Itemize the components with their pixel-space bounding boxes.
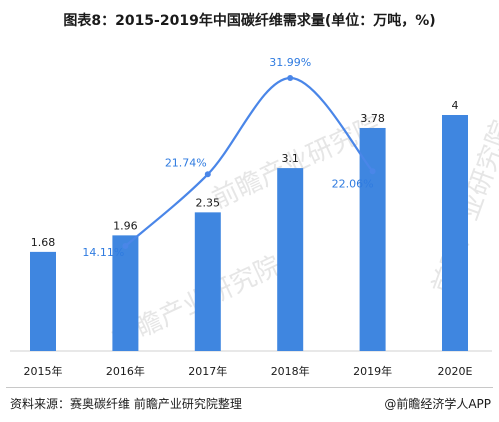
x-tick-label: 2020E bbox=[438, 365, 473, 378]
growth-point bbox=[204, 171, 211, 178]
growth-rate-line bbox=[124, 76, 374, 247]
bar-value-label: 1.96 bbox=[113, 219, 138, 232]
growth-point bbox=[122, 243, 129, 249]
bar-value-label: 3.1 bbox=[281, 152, 299, 165]
growth-rate-label: 14.11% bbox=[82, 246, 124, 259]
chart-title: 图表8：2015-2019年中国碳纤维需求量(单位：万吨，%) bbox=[63, 13, 436, 29]
bar-2019年 bbox=[359, 127, 386, 351]
bar-value-label: 1.68 bbox=[31, 236, 56, 249]
bar-value-label: 2.35 bbox=[196, 196, 221, 209]
bar-value-label: 3.78 bbox=[360, 112, 385, 125]
x-tick-label: 2018年 bbox=[271, 364, 310, 378]
x-tick-label: 2019年 bbox=[353, 364, 392, 378]
x-tick-label: 2017年 bbox=[188, 364, 227, 378]
x-tick-label: 2016年 bbox=[106, 364, 145, 378]
growth-rate-label: 22.06% bbox=[332, 177, 374, 190]
watermark-layer: 前瞻产业研究院前瞻产业研究院前瞻产业研究院 bbox=[108, 111, 499, 355]
bar-2020E bbox=[442, 115, 468, 351]
bar-2015年 bbox=[30, 251, 56, 351]
bar-value-label: 4 bbox=[452, 99, 459, 112]
brand-credit: @前瞻经济学人APP bbox=[384, 397, 491, 411]
x-tick-label: 2015年 bbox=[24, 364, 63, 378]
source-note: 资料来源：赛奥碳纤维 前瞻产业研究院整理 bbox=[10, 397, 242, 411]
bar-2018年 bbox=[277, 168, 304, 351]
growth-point bbox=[287, 75, 294, 81]
footer-divider bbox=[6, 387, 493, 388]
growth-rate-label: 21.74% bbox=[165, 156, 207, 169]
growth-rate-label: 31.99% bbox=[269, 56, 311, 69]
bar-2017年 bbox=[194, 212, 221, 351]
growth-point bbox=[369, 168, 376, 175]
bar-2016年 bbox=[112, 235, 139, 351]
